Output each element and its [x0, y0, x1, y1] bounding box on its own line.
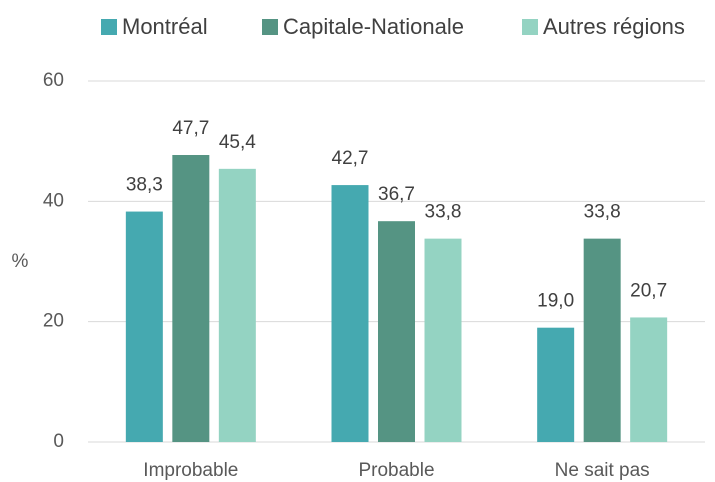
legend-swatch — [262, 19, 278, 35]
value-label: 33,8 — [425, 202, 462, 223]
bar — [218, 168, 256, 443]
bar — [125, 211, 163, 442]
bar — [537, 327, 575, 442]
legend-label: Capitale-Nationale — [283, 14, 464, 39]
y-axis-label: % — [12, 251, 29, 272]
legend-swatch — [101, 19, 117, 35]
legend-label: Autres régions — [543, 14, 685, 39]
bar — [378, 221, 415, 442]
value-label: 36,7 — [378, 184, 415, 205]
value-label: 47,7 — [172, 118, 209, 139]
y-tick-label: 0 — [53, 431, 64, 452]
legend-label: Montréal — [122, 14, 208, 39]
x-tick-label: Probable — [358, 460, 434, 481]
value-label: 38,3 — [126, 175, 163, 196]
bar — [630, 317, 668, 442]
value-label: 20,7 — [630, 280, 667, 301]
bar — [424, 238, 462, 442]
x-tick-label: Ne sait pas — [555, 460, 650, 481]
y-tick-label: 60 — [43, 70, 64, 91]
x-tick-label: Improbable — [143, 460, 238, 481]
bar — [172, 155, 210, 442]
bar — [583, 238, 621, 442]
value-label: 19,0 — [537, 291, 574, 312]
value-label: 33,8 — [584, 202, 621, 223]
y-tick-label: 40 — [43, 190, 64, 211]
bar — [331, 185, 369, 443]
value-label: 42,7 — [332, 148, 369, 169]
legend-swatch — [522, 19, 538, 35]
value-label: 45,4 — [219, 132, 256, 153]
y-tick-label: 20 — [43, 311, 64, 332]
